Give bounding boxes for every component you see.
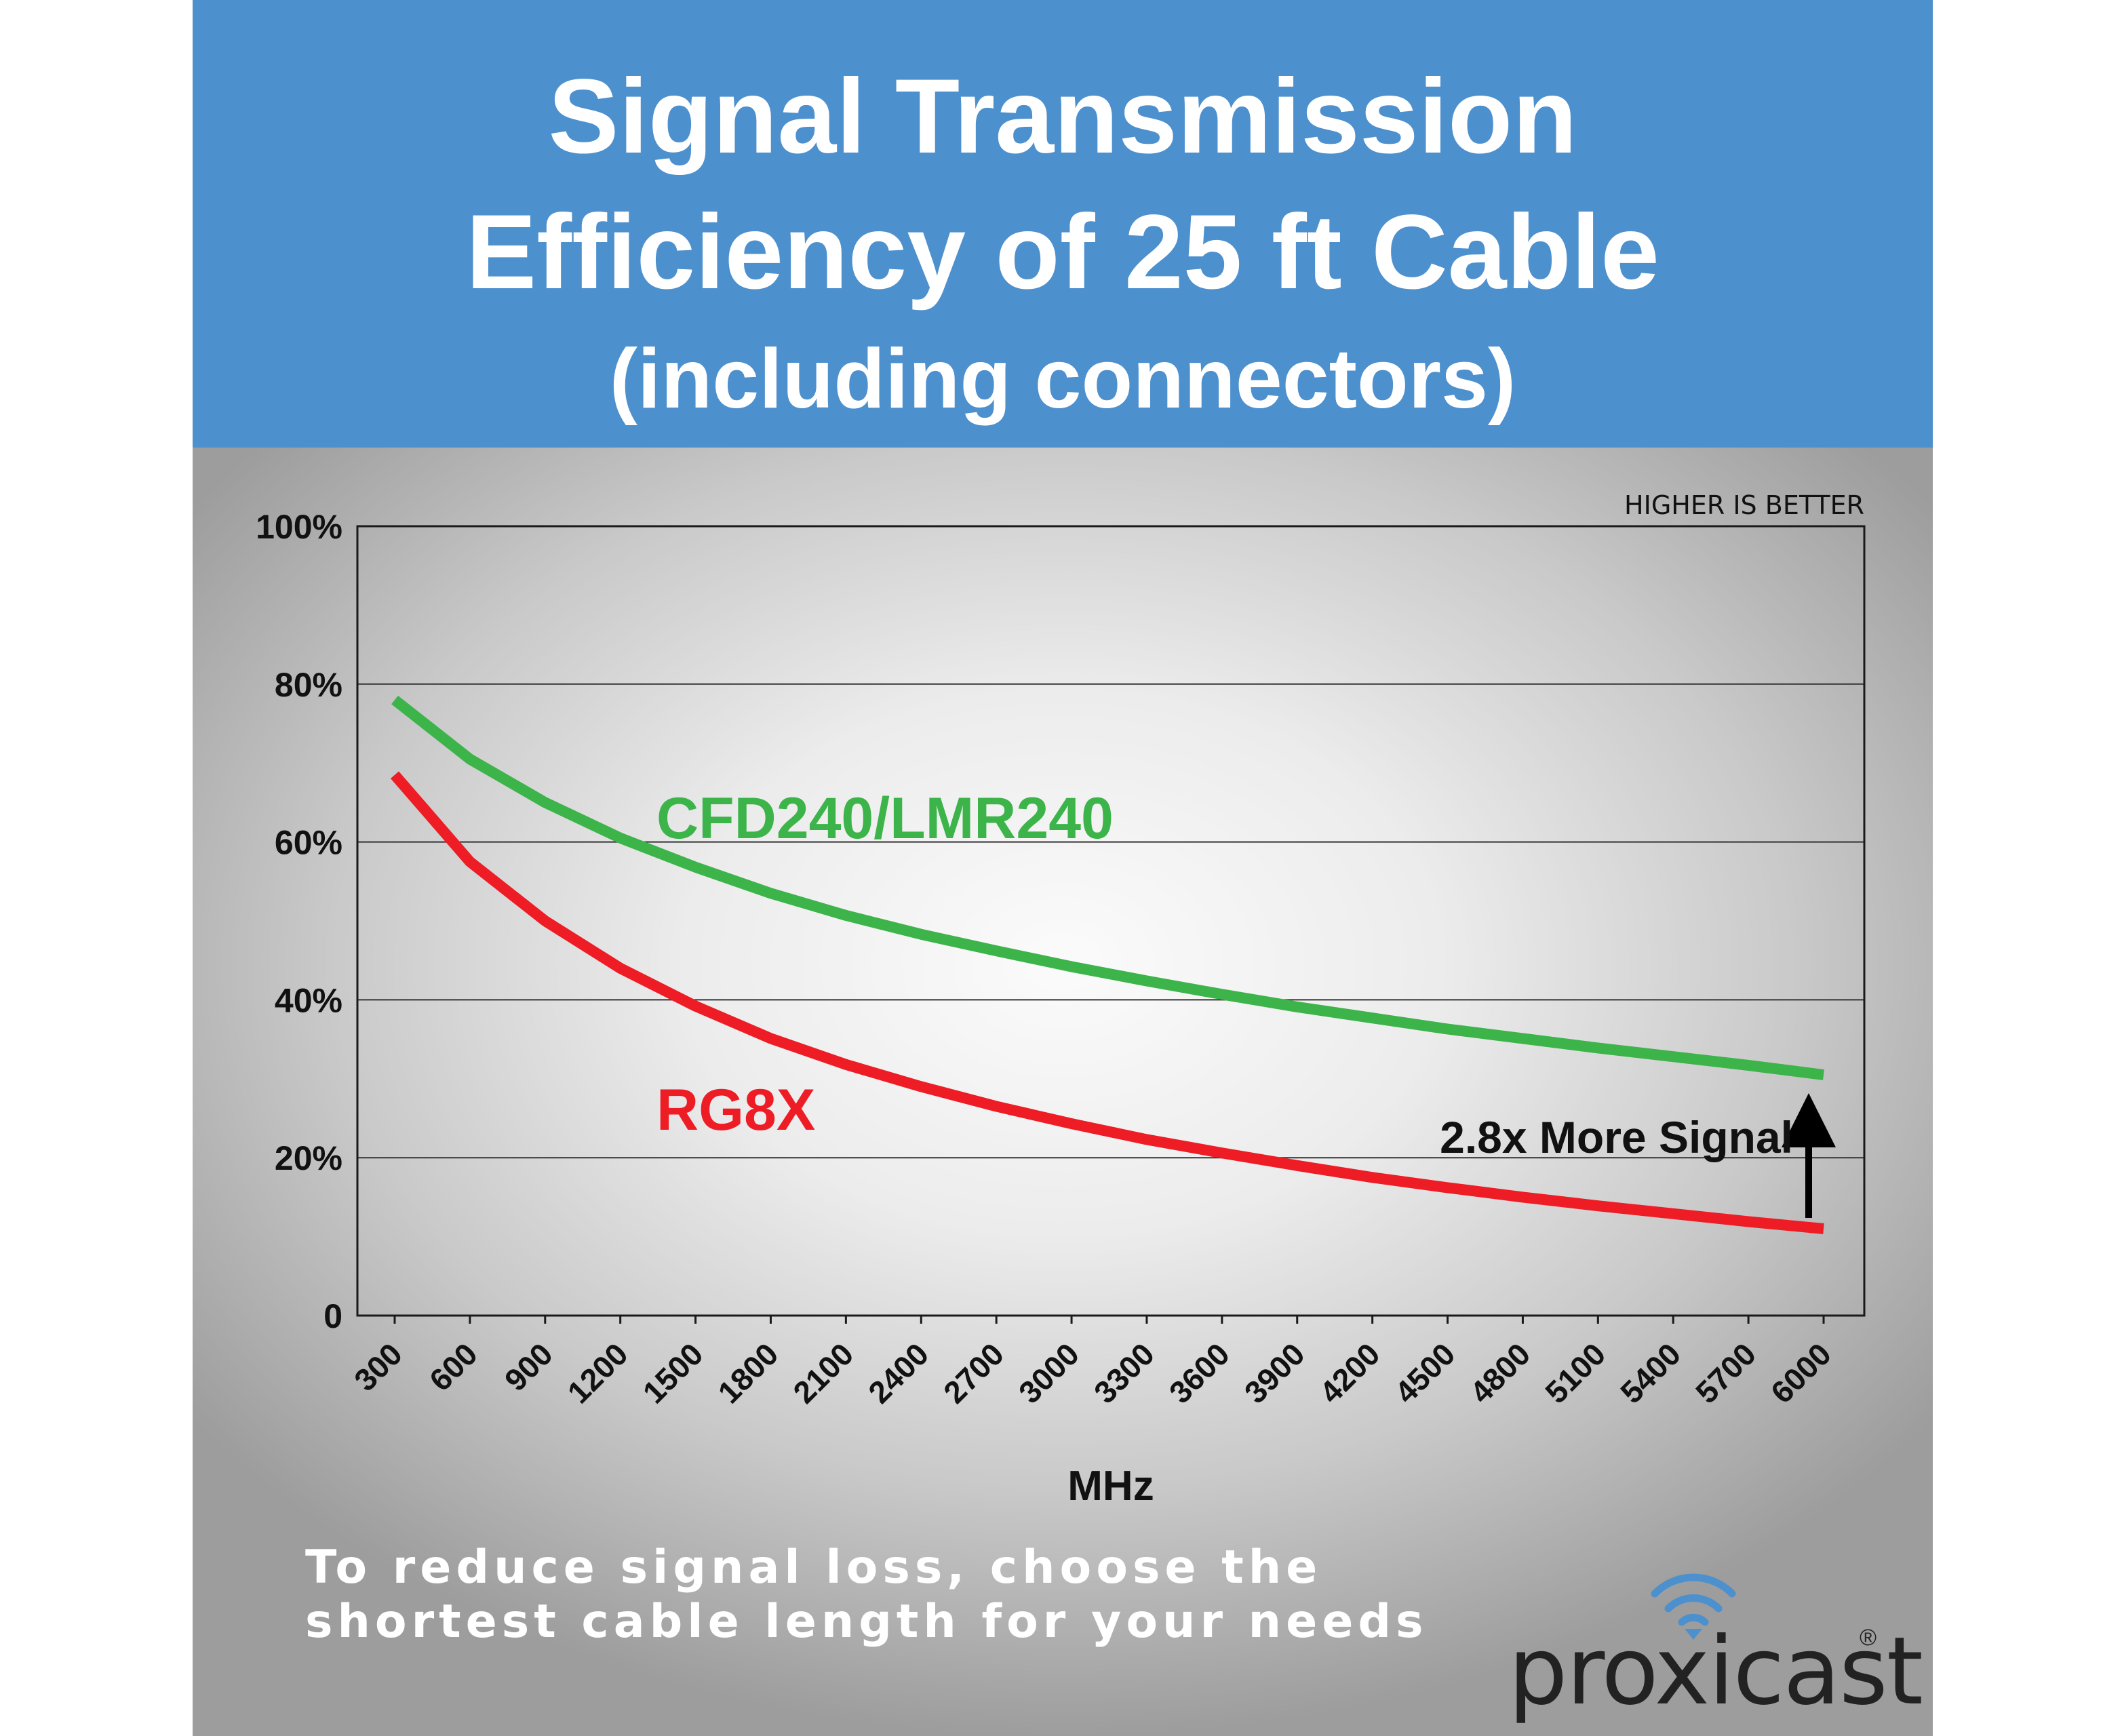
wifi-signal-icon bbox=[1651, 1573, 1736, 1640]
x-tick-label: 1800 bbox=[711, 1336, 785, 1410]
higher-is-better-note: HIGHER IS BETTER bbox=[1624, 490, 1864, 520]
series-label-cfd240: CFD240/LMR240 bbox=[656, 786, 1114, 851]
x-tick-label: 900 bbox=[498, 1336, 559, 1398]
chart-background bbox=[193, 448, 1933, 1736]
x-tick-label: 5400 bbox=[1613, 1336, 1687, 1410]
x-tick-label: 3600 bbox=[1162, 1336, 1236, 1410]
x-axis-label: MHz bbox=[1067, 1463, 1154, 1510]
footnote-line-1: To reduce signal loss, choose the bbox=[305, 1541, 1322, 1594]
y-tick-label: 40% bbox=[275, 981, 342, 1019]
series-line-rg8x bbox=[390, 771, 1824, 1234]
chart-title-line-2: Efficiency of 25 ft Cable bbox=[466, 193, 1659, 311]
x-tick-label: 3900 bbox=[1238, 1336, 1312, 1410]
plot-frame bbox=[356, 525, 1866, 1317]
x-tick-label: 2100 bbox=[786, 1336, 860, 1410]
x-tick-label: 3000 bbox=[1012, 1336, 1086, 1410]
x-tick-label: 6000 bbox=[1764, 1336, 1838, 1410]
brand-name: proxicast bbox=[1508, 1617, 1923, 1726]
x-tick-label: 4800 bbox=[1463, 1336, 1537, 1410]
chart-subtitle: (including connectors) bbox=[609, 332, 1516, 426]
x-tick-label: 1200 bbox=[561, 1336, 635, 1410]
x-tick-label: 2700 bbox=[937, 1336, 1010, 1410]
efficiency-chart: 0 20% 40% 60% 80% 100% 300 600 900 1200 1500 1800 21… bbox=[256, 490, 1866, 1510]
x-tick-label: 300 bbox=[347, 1336, 409, 1398]
proxicast-logo: proxicast ® bbox=[1508, 1566, 1923, 1736]
infographic-panel: Signal Transmission Efficiency of 25 ft … bbox=[193, 0, 1933, 1736]
series-label-rg8x: RG8X bbox=[656, 1078, 815, 1143]
x-tick-label: 4500 bbox=[1388, 1336, 1461, 1410]
x-tick-label: 600 bbox=[423, 1336, 484, 1398]
y-tick-label: 0 bbox=[323, 1297, 342, 1335]
footnote: To reduce signal loss, choose the shorte… bbox=[305, 1541, 1458, 1649]
x-tick-label: 4200 bbox=[1313, 1336, 1387, 1410]
y-tick-label: 80% bbox=[275, 666, 342, 704]
x-tick-label: 1500 bbox=[636, 1336, 710, 1410]
chart-title-line-1: Signal Transmission bbox=[548, 58, 1577, 176]
y-tick-label: 20% bbox=[275, 1139, 342, 1177]
y-tick-label: 60% bbox=[275, 824, 342, 862]
header-banner: Signal Transmission Efficiency of 25 ft … bbox=[193, 0, 1933, 448]
footnote-line-2: shortest cable length for your needs bbox=[305, 1595, 1428, 1649]
registered-mark: ® bbox=[1860, 1625, 1877, 1651]
x-tick-label: 5100 bbox=[1538, 1336, 1612, 1410]
comparison-label: 2.8x More Signal bbox=[1440, 1112, 1793, 1162]
series-line-cfd240-lmr240 bbox=[391, 695, 1825, 1080]
x-tick-label: 2400 bbox=[861, 1336, 935, 1410]
x-tick-label: 3300 bbox=[1087, 1336, 1161, 1410]
y-tick-label: 100% bbox=[256, 508, 342, 546]
x-tick-label: 5700 bbox=[1689, 1336, 1763, 1410]
